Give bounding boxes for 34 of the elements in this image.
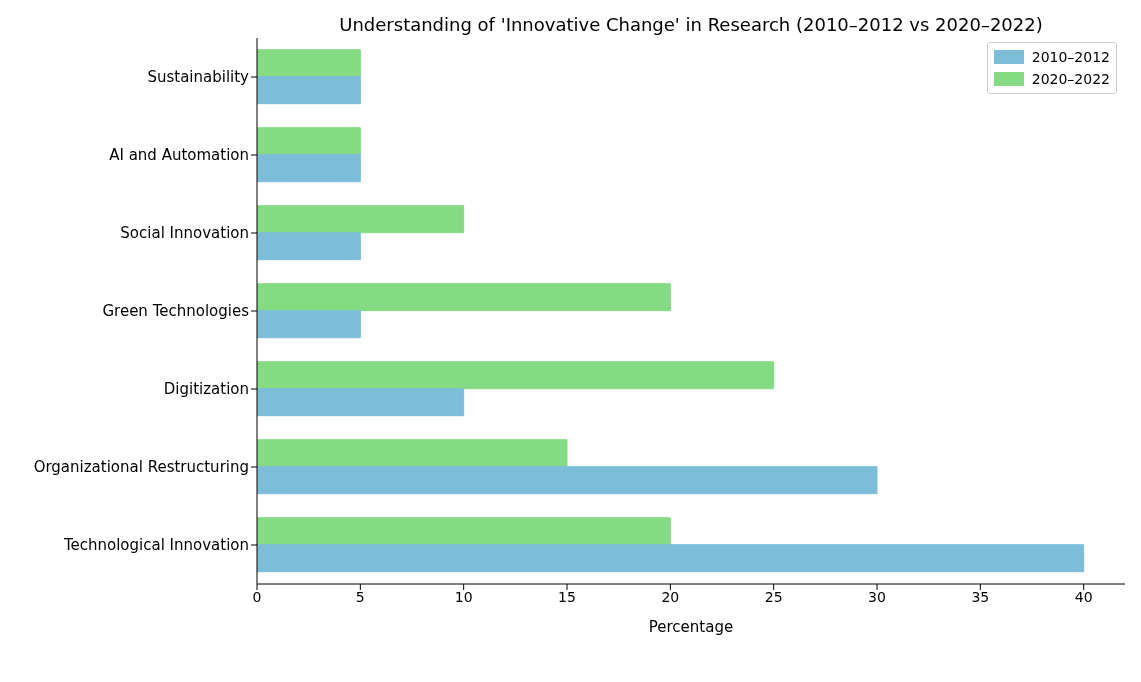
x-tick-label: 20 bbox=[661, 588, 680, 605]
x-tick-label: 40 bbox=[1074, 588, 1093, 605]
bar bbox=[257, 76, 361, 105]
y-tick-label: Digitization bbox=[163, 380, 249, 399]
bar bbox=[257, 361, 775, 390]
bar bbox=[257, 544, 1085, 573]
x-tick-label: 10 bbox=[454, 588, 473, 605]
x-tick-label: 15 bbox=[558, 588, 576, 605]
x-axis-title: Percentage bbox=[648, 618, 734, 636]
bar bbox=[257, 154, 361, 183]
bar bbox=[257, 49, 361, 78]
bar bbox=[257, 466, 878, 495]
bar bbox=[257, 232, 361, 261]
bar bbox=[257, 127, 361, 156]
bar bbox=[257, 439, 568, 468]
x-tick-label: 25 bbox=[764, 588, 783, 605]
bar bbox=[257, 388, 465, 417]
bar bbox=[257, 283, 671, 312]
x-tick-label: 5 bbox=[355, 588, 365, 605]
bar bbox=[257, 205, 465, 234]
x-tick-label: 30 bbox=[868, 588, 886, 605]
y-tick-label: Organizational Restructuring bbox=[33, 458, 249, 477]
bar bbox=[257, 310, 361, 339]
legend-label: 2020–2022 bbox=[1031, 70, 1110, 89]
y-tick-label: Social Innovation bbox=[120, 224, 249, 243]
y-tick-label: AI and Automation bbox=[109, 146, 249, 165]
y-tick-label: Sustainability bbox=[147, 68, 250, 87]
y-tick-label: Technological Innovation bbox=[62, 536, 249, 555]
chart-title: Understanding of 'Innovative Change' in Research (2010–2012 vs 2020–2022) bbox=[338, 14, 1044, 35]
x-tick-label: 35 bbox=[971, 588, 990, 605]
y-tick-label: Green Technologies bbox=[102, 302, 250, 321]
x-tick-label: 0 bbox=[252, 588, 262, 605]
legend-label: 2010–2012 bbox=[1031, 48, 1110, 67]
bar bbox=[257, 517, 671, 546]
